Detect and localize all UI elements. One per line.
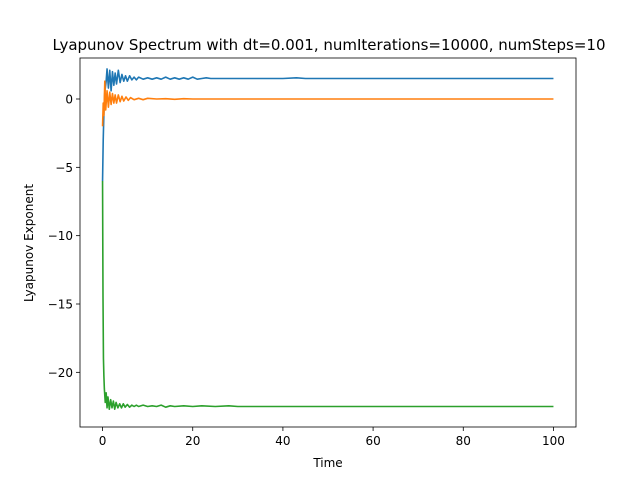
y-axis-label: Lyapunov Exponent <box>22 184 36 302</box>
y-tick-label: −15 <box>48 298 73 312</box>
series-line-3 <box>101 180 554 411</box>
x-tick-label: 40 <box>275 434 290 448</box>
chart-title: Lyapunov Spectrum with dt=0.001, numIter… <box>52 36 605 54</box>
x-axis-label: Time <box>312 456 342 470</box>
x-tick-label: 20 <box>185 434 200 448</box>
axes: 0 20 40 60 80 100 −20 −15 −10 −5 0 <box>48 57 577 448</box>
y-tick-label: −5 <box>55 161 73 175</box>
x-tick-label: 60 <box>365 434 380 448</box>
series-line-1 <box>101 68 554 182</box>
y-tick-label: 0 <box>65 93 73 107</box>
plot-frame <box>79 57 577 428</box>
x-tick-label: 100 <box>542 434 565 448</box>
x-tick-label: 0 <box>99 434 107 448</box>
plot-area <box>101 68 554 411</box>
x-tick-label: 80 <box>456 434 471 448</box>
series-line-2 <box>101 80 554 127</box>
y-tick-label: −10 <box>48 229 73 243</box>
y-tick-label: −20 <box>48 366 73 380</box>
